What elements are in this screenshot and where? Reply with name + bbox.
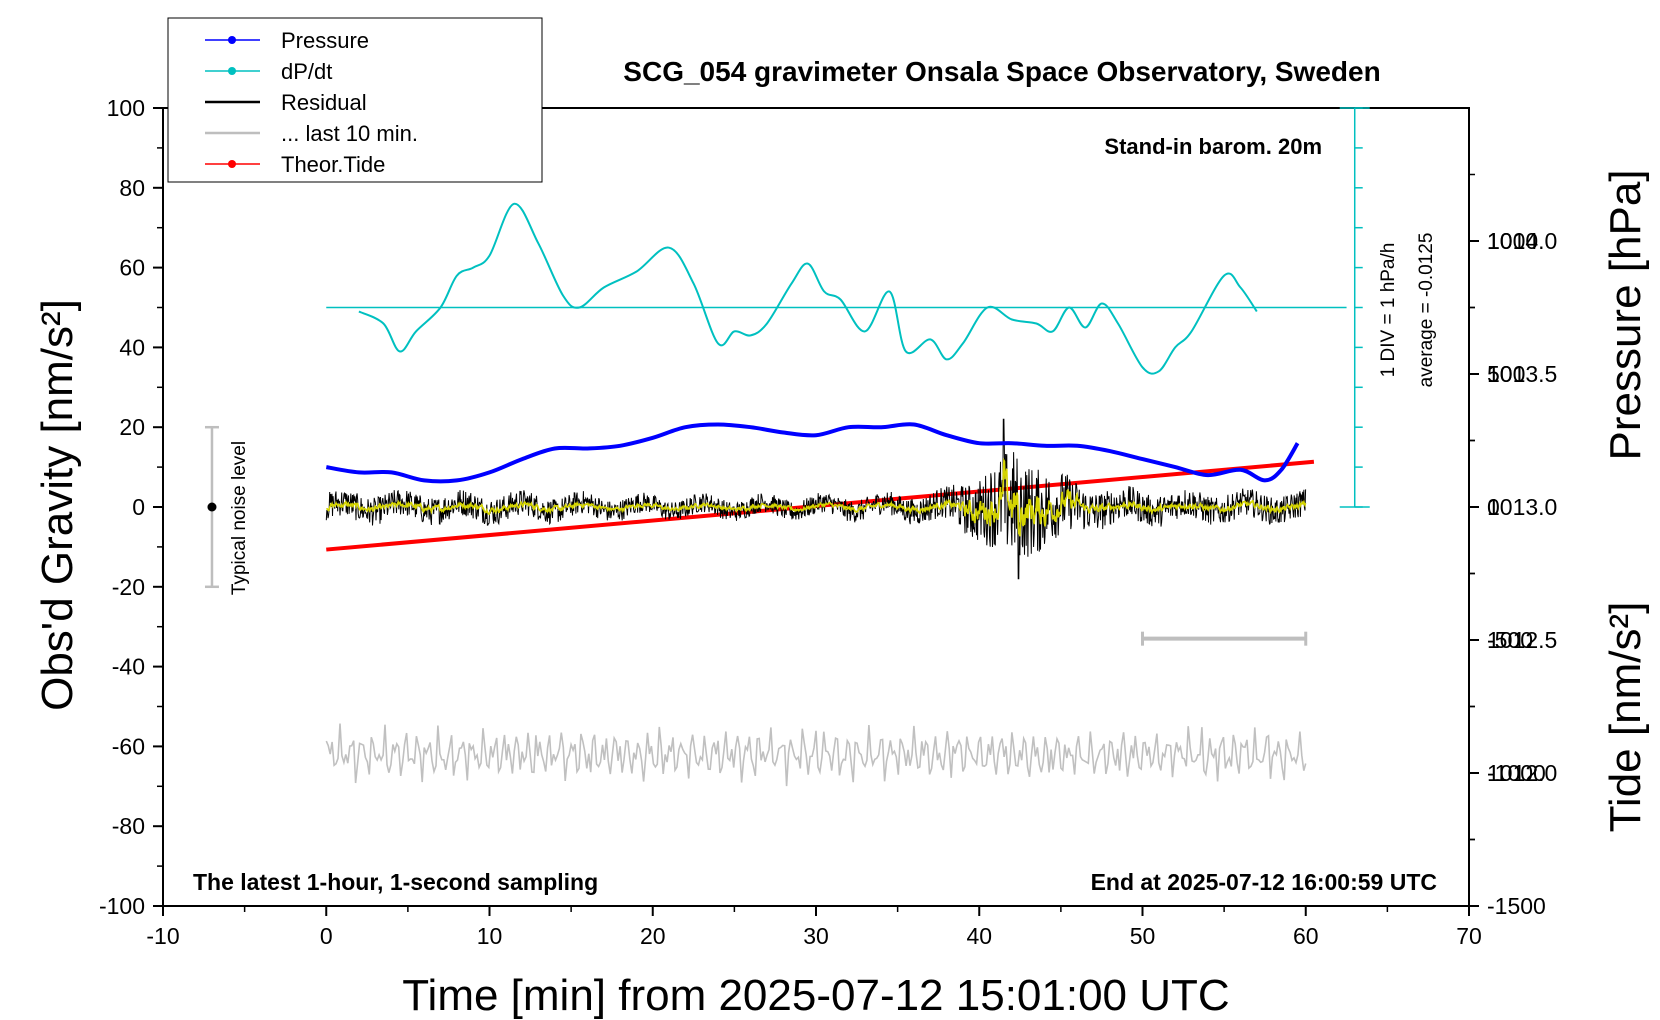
tide-tick-label: 0 — [1487, 494, 1500, 520]
y-axis-title: Obs'd Gravity [nm/s²] — [33, 299, 82, 711]
legend: Pressure dP/dt Residual ... last 10 min. The… — [167, 17, 543, 183]
y-tick-label: 100 — [107, 95, 145, 121]
pressure-axis-ticks: 1014.0 1013.5 1013.0 1012.5 1012.0 — [1469, 173, 1557, 841]
x-tick-label: 0 — [320, 923, 333, 949]
legend-label: Theor.Tide — [281, 152, 385, 177]
series-pressure — [325, 422, 1300, 484]
x-tick-label: 50 — [1130, 923, 1156, 949]
series-residual-lower-trace — [325, 723, 1307, 787]
tide-tick-label: -1500 — [1487, 893, 1546, 919]
legend-swatch-dot — [228, 67, 236, 75]
tide-tick-label: 1000 — [1487, 228, 1538, 254]
x-tick-label: 20 — [640, 923, 666, 949]
pressure-tick-label: 1014.0 — [1487, 228, 1557, 254]
legend-box — [167, 17, 543, 183]
y-tick-label: -60 — [112, 733, 145, 759]
series-dpdt — [358, 202, 1258, 375]
x-tick-label: -10 — [146, 923, 179, 949]
x-tick-label: 70 — [1456, 923, 1482, 949]
series-residual-smoothed — [326, 457, 1307, 537]
y-tick-label: -40 — [112, 654, 145, 680]
bottom-right-note: End at 2025-07-12 16:00:59 UTC — [1091, 869, 1437, 895]
x-axis-ticks: -10 0 10 20 30 40 50 60 70 — [146, 906, 1482, 949]
pressure-tick-label: 1012.0 — [1487, 760, 1557, 786]
average-note: average = -0.0125 — [1416, 233, 1437, 388]
tide-axis-title: Tide [nm/s²] — [1601, 602, 1650, 833]
noise-label: Typical noise level — [229, 441, 250, 595]
legend-label: Residual — [281, 90, 367, 115]
residual-lower-trace-line — [325, 723, 1307, 787]
typical-noise-bar — [204, 425, 219, 589]
residual-smoothed-line — [326, 457, 1307, 537]
barometer-note: Stand-in barom. 20m — [1104, 134, 1322, 159]
noise-bar-center-dot — [207, 502, 217, 512]
y-tick-label: -20 — [112, 574, 145, 600]
y-tick-label: -100 — [99, 893, 145, 919]
tide-axis-ticks: 1000 500 0 -500 -1000 -1500 — [1469, 228, 1546, 919]
pressure-axis-title: Pressure [hPa] — [1601, 169, 1650, 460]
pressure-line — [325, 422, 1300, 484]
div-note: 1 DIV = 1 hPa/h — [1378, 243, 1399, 378]
y-tick-label: 60 — [119, 255, 145, 281]
x-tick-label: 40 — [966, 923, 992, 949]
bottom-left-note: The latest 1-hour, 1-second sampling — [193, 869, 598, 895]
y-axis-ticks: 100 80 60 40 20 0 -20 -40 -60 -80 -100 — [99, 95, 163, 919]
legend-label: Pressure — [281, 28, 369, 53]
theor-tide-line — [326, 459, 1315, 552]
pressure-tick-label: 1013.5 — [1487, 361, 1557, 387]
series-residual — [325, 418, 1307, 580]
legend-swatch-dot — [228, 160, 236, 168]
y-tick-label: 80 — [119, 175, 145, 201]
chart-title: SCG_054 gravimeter Onsala Space Observat… — [623, 56, 1380, 87]
y-tick-label: 0 — [132, 494, 145, 520]
last-10-min-scale-bar — [1141, 631, 1308, 646]
pressure-tick-label: 1012.5 — [1487, 627, 1557, 653]
residual-line — [325, 418, 1307, 580]
dpdt-line — [358, 202, 1258, 375]
legend-label: ... last 10 min. — [281, 121, 418, 146]
series-theor-tide — [326, 459, 1315, 552]
tide-tick-label: 500 — [1487, 361, 1525, 387]
legend-label: dP/dt — [281, 59, 332, 84]
x-tick-label: 10 — [477, 923, 503, 949]
y-tick-label: 40 — [119, 334, 145, 360]
x-tick-label: 30 — [803, 923, 829, 949]
pressure-tick-label: 1013.0 — [1487, 494, 1557, 520]
x-tick-label: 60 — [1293, 923, 1319, 949]
y-tick-label: 20 — [119, 414, 145, 440]
tide-tick-label: -500 — [1487, 627, 1533, 653]
legend-swatch-dot — [228, 36, 236, 44]
x-axis-title: Time [min] from 2025-07-12 15:01:00 UTC — [402, 971, 1229, 1020]
dpdt-scale-bar — [1339, 107, 1370, 508]
tide-tick-label: -1000 — [1487, 760, 1546, 786]
y-tick-label: -80 — [112, 813, 145, 839]
